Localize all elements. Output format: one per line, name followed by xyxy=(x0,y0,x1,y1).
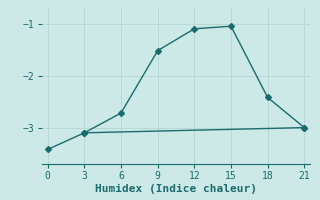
X-axis label: Humidex (Indice chaleur): Humidex (Indice chaleur) xyxy=(95,184,257,194)
